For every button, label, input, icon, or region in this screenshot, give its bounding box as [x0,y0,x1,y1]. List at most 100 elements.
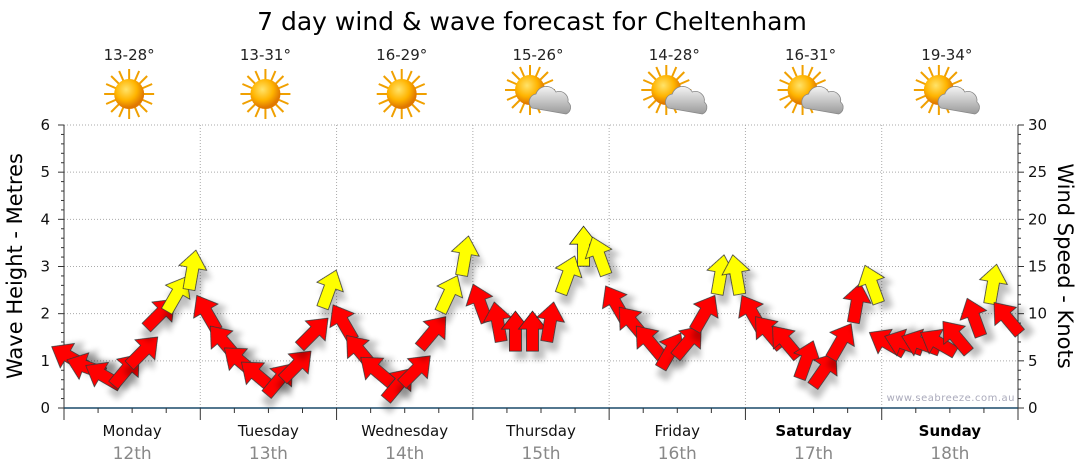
wind-arrow [825,323,855,362]
right-tick-label: 15 [1028,258,1047,276]
left-tick-label: 4 [40,210,50,228]
wind-arrow [993,302,1025,338]
wind-arrow-shape [434,275,464,315]
wind-arrow [482,301,513,343]
day-label: Wednesday [361,422,448,440]
watermark: www.seabreeze.com.au [887,393,1015,404]
left-tick-label: 6 [40,116,50,134]
day-label: Thursday [505,422,576,440]
wind-arrow-shape [942,320,974,357]
temperature-label: 19-34° [921,46,972,64]
day-label: Saturday [775,422,852,440]
temperature-label: 16-29° [376,46,427,64]
left-tick-label: 1 [40,352,50,370]
right-tick-label: 25 [1028,163,1047,181]
wind-arrow-shape [670,325,702,362]
temperature-label: 13-31° [240,46,291,64]
wind-arrow [959,297,988,339]
date-label: 15th [521,444,560,464]
wind-arrow [857,264,886,306]
wind-arrow [942,320,974,357]
wind-arrow-shape [721,254,751,296]
day-label: Friday [655,422,701,440]
right-tick-label: 30 [1028,116,1047,134]
wind-arrow-shape [160,276,191,315]
date-label: 14th [385,444,424,464]
temperature-label: 13-28° [104,46,155,64]
wind-arrow [689,294,719,334]
wind-arrows [51,225,1025,404]
wind-arrow [721,254,751,296]
temperature-label: 14-28° [649,46,700,64]
wind-arrow-shape [294,317,329,352]
wind-arrow-shape [689,294,719,334]
day-label: Sunday [919,422,982,440]
wind-arrow-shape [978,263,1009,306]
day-label: Monday [103,422,162,440]
date-label: 13th [249,444,288,464]
wind-arrow-shape [584,236,613,278]
wind-arrow-shape [825,323,855,362]
wind-arrow-shape [482,301,513,343]
partly-cloudy-icon [505,65,571,115]
partly-cloudy-icon [641,65,707,115]
wind-arrow [978,263,1009,306]
wind-arrow-shape [842,282,872,325]
wind-arrow [294,317,329,352]
date-label: 12th [113,444,152,464]
date-label: 17th [794,444,833,464]
right-tick-label: 0 [1028,399,1038,417]
left-axis-label: Wave Height - Metres [3,153,27,379]
wind-arrow-shape [959,297,988,339]
day-headers: Monday 12th 13-28° Tuesday 13th 13-31° Wednesd… [103,46,982,464]
wind-arrow-shape [277,350,312,385]
wind-arrow [919,328,959,359]
sun-icon [239,68,292,120]
wind-arrow-shape [807,352,838,390]
wind-arrow [670,325,702,362]
partly-cloudy-icon [778,65,844,115]
wind-arrow-shape [993,302,1025,338]
axes: 0 1 2 3 4 5 6 0 5 10 15 20 25 30 [40,116,1047,420]
day-label: Tuesday [237,422,299,440]
sun-icon [375,68,428,120]
wind-arrow [316,269,344,311]
date-label: 16th [658,444,697,464]
wind-arrow [124,336,159,371]
right-tick-label: 5 [1028,352,1038,370]
temperature-label: 15-26° [512,46,563,64]
wind-arrow [277,350,312,385]
partly-cloudy-icon [914,65,980,115]
wind-arrow-shape [554,255,583,297]
wind-arrow [535,301,566,343]
wind-arrow [414,316,447,352]
wind-arrow-shape [316,269,344,311]
wind-arrow-shape [397,355,431,389]
date-label: 18th [930,444,969,464]
wind-arrow [584,236,613,278]
wind-arrow-shape [535,301,566,343]
left-tick-label: 5 [40,163,50,181]
left-tick-label: 0 [40,399,50,417]
wind-arrow [842,282,872,325]
sun-icon [103,68,156,120]
wind-arrow [554,255,583,297]
wind-arrow [397,355,431,389]
wind-arrow-shape [450,235,480,277]
right-axis-label: Wind Speed - Knots [1053,163,1077,368]
chart-title: 7 day wind & wave forecast for Cheltenha… [257,7,807,36]
right-tick-label: 20 [1028,210,1047,228]
wind-arrow [434,275,464,315]
wind-arrow [807,352,838,390]
wind-arrow-shape [414,316,447,352]
gridlines [64,124,1018,408]
temperature-label: 16-31° [785,46,836,64]
left-tick-label: 2 [40,305,50,323]
wind-arrow [160,276,191,315]
wind-arrow-shape [178,249,208,292]
right-tick-label: 10 [1028,305,1047,323]
wind-arrow [450,235,480,277]
wind-arrow [178,249,208,292]
